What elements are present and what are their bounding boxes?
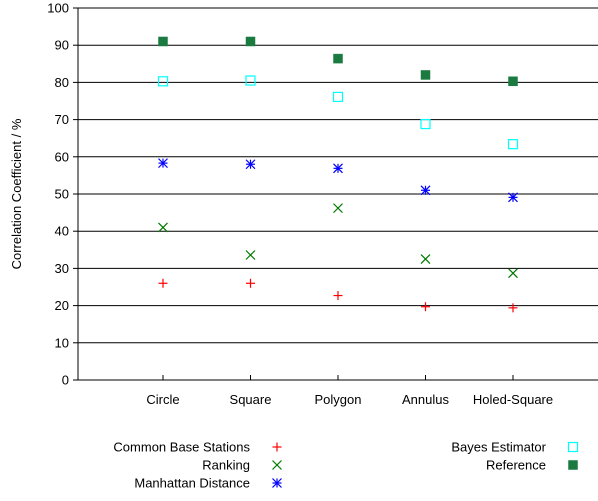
x-tick-label-annulus: Annulus (402, 392, 449, 407)
point-common-base-stations-annulus (421, 302, 430, 312)
legend-label-manhattan-distance: Manhattan Distance (134, 476, 250, 491)
point-bayes-estimator-polygon (332, 91, 344, 103)
y-tick-label-60: 60 (55, 149, 69, 164)
y-tick-label-40: 40 (55, 224, 69, 239)
legend-marker-common-base-stations (272, 442, 282, 452)
point-common-base-stations-circle (158, 278, 168, 288)
legend-label-common-base-stations: Common Base Stations (113, 440, 250, 455)
point-bayes-estimator-square (245, 75, 256, 86)
y-tick-label-20: 20 (55, 298, 69, 313)
legend-item-manhattan-distance: Manhattan Distance (134, 476, 282, 491)
data-points (157, 36, 519, 313)
point-ranking-annulus (420, 254, 431, 265)
point-manhattan-distance-annulus (420, 185, 431, 196)
point-manhattan-distance-polygon (333, 163, 343, 174)
point-reference-holed-square (508, 76, 518, 87)
x-tick-label-circle: Circle (146, 392, 179, 407)
point-manhattan-distance-square (245, 159, 256, 170)
legend-label-ranking: Ranking (202, 458, 250, 473)
point-ranking-polygon (333, 203, 343, 214)
legend-marker-manhattan-distance (272, 478, 282, 488)
point-reference-square (245, 36, 256, 47)
point-reference-polygon (333, 53, 343, 64)
y-tick-label-10: 10 (55, 335, 69, 350)
legend-item-bayes-estimator: Bayes Estimator (451, 440, 579, 455)
legend-label-bayes-estimator: Bayes Estimator (451, 440, 546, 455)
x-tick-label-polygon: Polygon (315, 392, 362, 407)
y-tick-label-0: 0 (62, 373, 69, 388)
point-bayes-estimator-annulus (420, 118, 431, 130)
point-ranking-circle (158, 222, 168, 233)
y-tick-labels: 0 10 20 30 40 50 60 70 80 90 100 (47, 1, 69, 388)
point-bayes-estimator-circle (157, 76, 169, 87)
x-tick-labels: Circle Square Polygon Annulus Holed-Square (146, 392, 553, 407)
legend-item-common-base-stations: Common Base Stations (113, 440, 282, 455)
x-tick-label-square: Square (230, 392, 272, 407)
legend-item-reference: Reference (486, 458, 578, 473)
legend-marker-ranking (272, 460, 282, 470)
point-common-base-stations-polygon (333, 291, 343, 301)
y-tick-label-100: 100 (47, 1, 69, 16)
legend-label-reference: Reference (486, 458, 546, 473)
y-tick-label-80: 80 (55, 75, 69, 90)
point-manhattan-distance-circle (158, 158, 168, 169)
legend-item-ranking: Ranking (202, 458, 282, 473)
point-reference-annulus (420, 70, 431, 80)
y-tick-label-90: 90 (55, 38, 69, 53)
y-axis-label: Correlation Coefficient / % (9, 118, 24, 269)
axes (73, 7, 598, 381)
legend-marker-reference (568, 460, 578, 470)
legend-marker-bayes-estimator (567, 441, 579, 453)
y-tick-label-30: 30 (55, 261, 69, 276)
y-tick-label-50: 50 (55, 187, 69, 202)
y-tick-label-70: 70 (55, 112, 69, 127)
point-common-base-stations-holed-square (508, 303, 518, 313)
point-manhattan-distance-holed-square (508, 192, 518, 203)
point-reference-circle (158, 36, 168, 47)
legend: Common Base Stations Ranking Manhattan Dis… (113, 440, 579, 491)
point-ranking-holed-square (508, 268, 518, 279)
point-bayes-estimator-holed-square (507, 139, 519, 150)
point-ranking-square (245, 250, 256, 260)
point-common-base-stations-square (246, 278, 255, 288)
x-tick-label-holed-square: Holed-Square (473, 392, 553, 407)
grid-lines (78, 44, 598, 344)
